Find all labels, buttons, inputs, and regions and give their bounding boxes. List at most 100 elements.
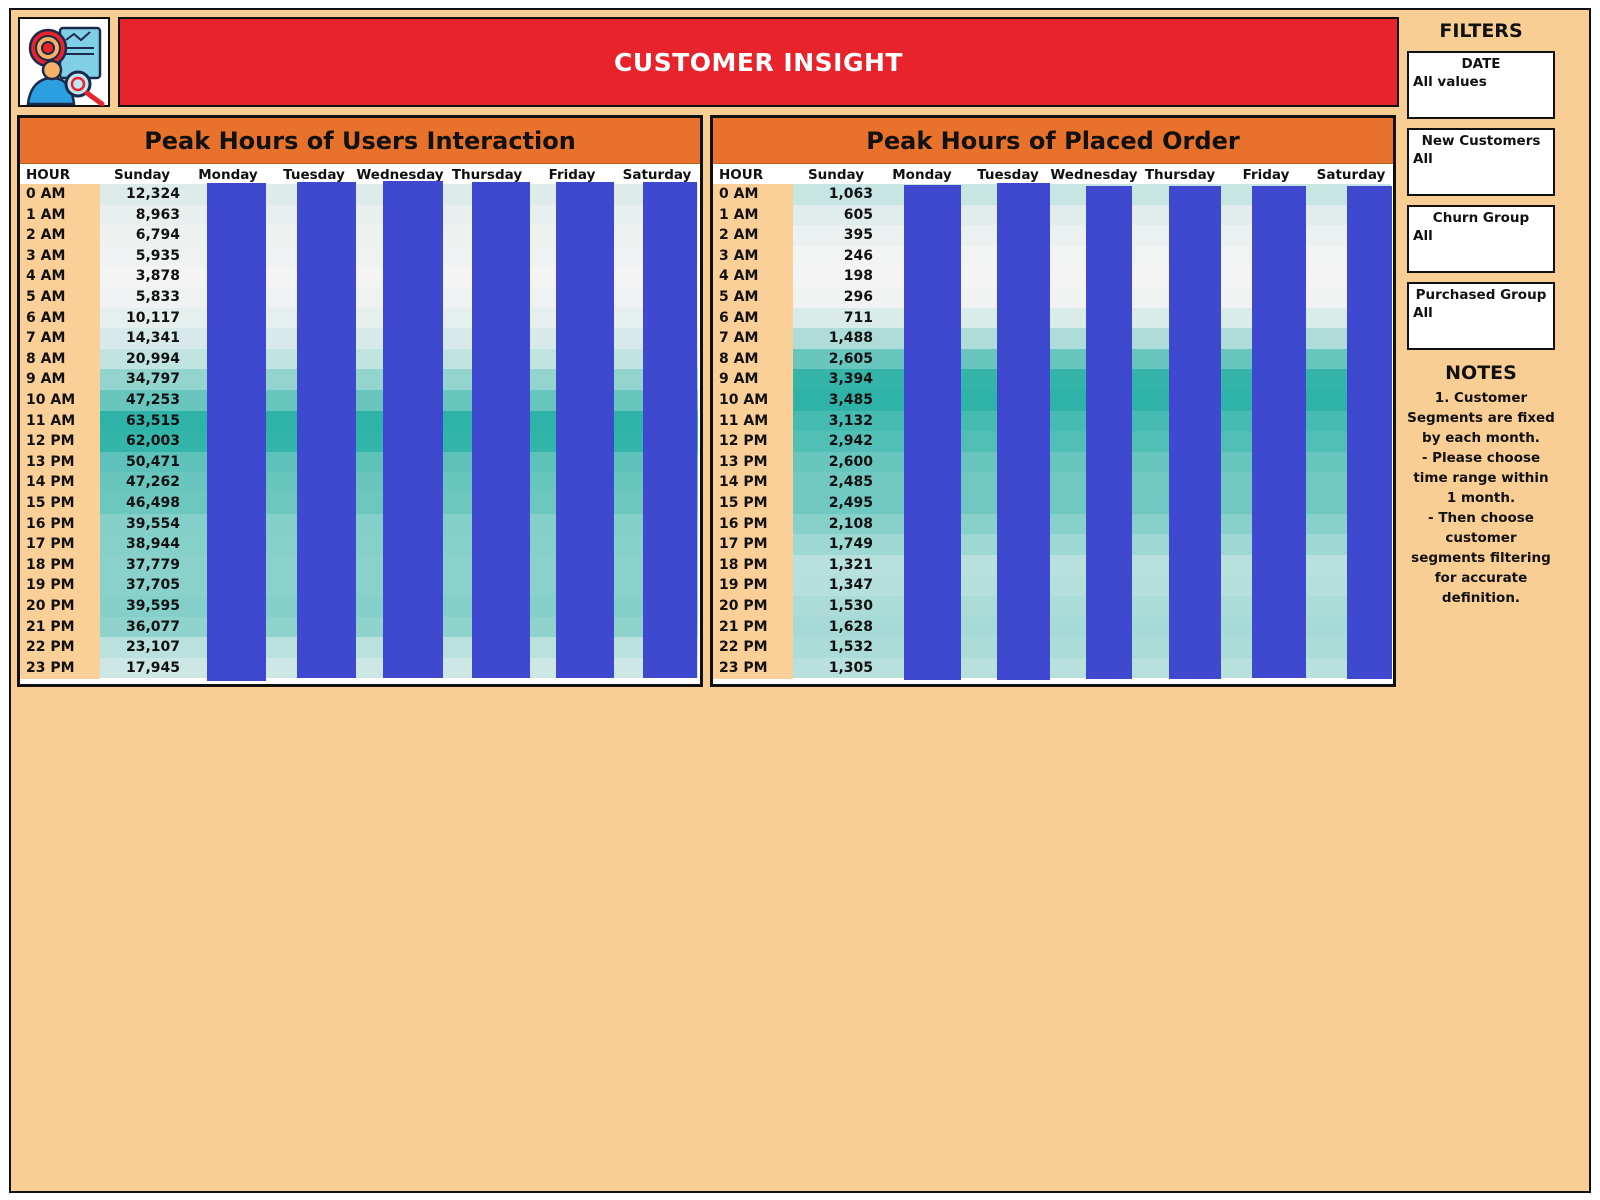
hour-label: 14 PM: [26, 474, 75, 491]
sunday-value: 2,108: [793, 513, 879, 535]
purchased-group-filter-label: Purchased Group: [1415, 287, 1547, 303]
masked-column-saturday: [643, 182, 697, 678]
hour-label: 7 AM: [26, 330, 66, 347]
sunday-value: 20,994: [100, 348, 186, 370]
masked-column-thursday: [1169, 186, 1221, 679]
sunday-value: 8,963: [100, 204, 186, 226]
hour-label: 7 AM: [719, 330, 759, 347]
sunday-value: 2,605: [793, 348, 879, 370]
hour-label: 4 AM: [719, 268, 759, 285]
sunday-value: 63,515: [100, 410, 186, 432]
hour-label: 11 AM: [26, 412, 76, 429]
sunday-value: 1,305: [793, 657, 879, 679]
sunday-value: 46,498: [100, 493, 186, 514]
hour-label: 22 PM: [719, 639, 768, 656]
masked-column-monday: [904, 185, 961, 680]
sunday-value: 36,077: [100, 616, 186, 638]
hour-label: 12 PM: [719, 433, 768, 450]
hour-label: 22 PM: [26, 639, 75, 656]
sunday-value: 12,324: [100, 184, 186, 205]
day-header-wednesday: Wednesday: [356, 167, 444, 183]
hour-label: 14 PM: [719, 474, 768, 491]
masked-column-friday: [1252, 186, 1306, 678]
interaction-heatmap-panel: Peak Hours of Users Interaction HOUR Sund…: [17, 115, 703, 687]
sunday-value: 296: [793, 287, 879, 308]
hour-label: 9 AM: [719, 371, 759, 388]
interaction-panel-title: Peak Hours of Users Interaction: [20, 118, 700, 164]
masked-column-saturday: [1347, 186, 1392, 679]
masked-column-wednesday: [383, 181, 443, 678]
date-filter-label: DATE: [1461, 56, 1501, 72]
hour-column: [20, 184, 100, 679]
date-filter[interactable]: DATE All values: [1407, 51, 1555, 119]
hour-label: 19 PM: [719, 577, 768, 594]
day-header-monday: Monday: [198, 167, 258, 183]
hour-label: 1 AM: [26, 206, 66, 223]
sunday-value: 605: [793, 204, 879, 226]
churn-group-filter-value[interactable]: All: [1413, 228, 1433, 244]
hour-label: 19 PM: [26, 577, 75, 594]
day-header-wednesday: Wednesday: [1050, 167, 1138, 183]
hour-label: 13 PM: [26, 453, 75, 470]
new-customers-filter-value[interactable]: All: [1413, 151, 1433, 167]
sunday-value: 47,262: [100, 472, 186, 493]
sunday-value: 2,495: [793, 493, 879, 514]
sunday-value: 3,878: [100, 266, 186, 287]
sunday-value: 711: [793, 307, 879, 329]
note-line: 1. Customer Segments are fixed by each m…: [1407, 390, 1555, 446]
purchased-group-filter[interactable]: Purchased Group All: [1407, 282, 1555, 350]
hour-label: 2 AM: [719, 227, 759, 244]
hour-label: 6 AM: [719, 309, 759, 326]
sunday-value: 1,488: [793, 328, 879, 349]
customer-analysis-icon: [26, 26, 105, 106]
day-header-monday: Monday: [892, 167, 952, 183]
new-customers-filter-label: New Customers: [1421, 133, 1541, 149]
sunday-value: 62,003: [100, 431, 186, 452]
notes-heading: NOTES: [1445, 362, 1517, 384]
sunday-value: 1,749: [793, 534, 879, 555]
interaction-heatmap: HOUR Sunday Monday Tuesday Wednesday Thursday…: [20, 164, 700, 684]
new-customers-filter[interactable]: New Customers All: [1407, 128, 1555, 196]
hour-header: HOUR: [719, 167, 764, 183]
hour-label: 17 PM: [719, 536, 768, 553]
sunday-value: 14,341: [100, 328, 186, 349]
churn-group-filter[interactable]: Churn Group All: [1407, 205, 1555, 273]
note-line: - Then choose customer segments filterin…: [1411, 510, 1551, 606]
sunday-value: 1,321: [793, 554, 879, 576]
hour-label: 13 PM: [719, 453, 768, 470]
hour-label: 18 PM: [26, 556, 75, 573]
date-filter-value[interactable]: All values: [1413, 74, 1487, 90]
day-header-sunday: Sunday: [113, 167, 171, 183]
hour-label: 8 AM: [26, 350, 66, 367]
hour-header: HOUR: [26, 167, 71, 183]
filters-heading: FILTERS: [1439, 20, 1523, 42]
hour-label: 6 AM: [26, 309, 66, 326]
hour-label: 4 AM: [26, 268, 66, 285]
day-header-saturday: Saturday: [1316, 167, 1386, 183]
sunday-value: 2,485: [793, 472, 879, 493]
purchased-group-filter-value[interactable]: All: [1413, 305, 1433, 321]
hour-label: 1 AM: [719, 206, 759, 223]
sunday-value: 198: [793, 266, 879, 287]
day-header-friday: Friday: [1242, 167, 1290, 183]
hour-label: 0 AM: [26, 186, 66, 202]
hour-label: 5 AM: [26, 289, 66, 305]
masked-column-monday: [207, 183, 266, 681]
sunday-value: 47,253: [100, 390, 186, 411]
hour-label: 10 AM: [719, 392, 769, 408]
sunday-value: 38,944: [100, 534, 186, 555]
sunday-value: 1,628: [793, 616, 879, 638]
day-header-sunday: Sunday: [807, 167, 865, 183]
hour-label: 15 PM: [26, 495, 75, 511]
hour-label: 16 PM: [26, 515, 75, 532]
day-header-tuesday: Tuesday: [977, 167, 1039, 183]
sunday-value: 246: [793, 245, 879, 267]
masked-column-thursday: [472, 182, 530, 678]
day-header-saturday: Saturday: [622, 167, 692, 183]
sunday-value: 3,132: [793, 410, 879, 432]
dashboard-title: CUSTOMER INSIGHT: [614, 47, 903, 77]
hour-label: 11 AM: [719, 412, 769, 429]
sunday-value: 2,600: [793, 451, 879, 473]
sunday-value: 39,554: [100, 513, 186, 535]
sunday-value: 5,935: [100, 245, 186, 267]
